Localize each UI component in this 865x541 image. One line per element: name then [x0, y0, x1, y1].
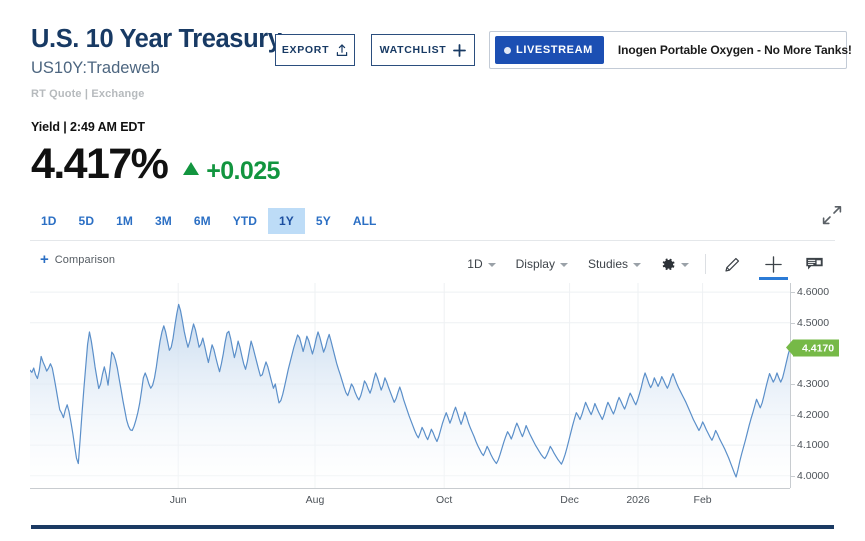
chart-tools: 1D Display Studies: [457, 248, 835, 280]
display-label: Display: [515, 257, 555, 271]
ranges-divider: [30, 240, 835, 241]
watchlist-button[interactable]: WATCHLIST: [371, 34, 475, 66]
news-icon: [805, 256, 824, 272]
interval-dropdown[interactable]: 1D: [457, 248, 505, 280]
expand-arrows-icon: [822, 205, 842, 225]
range-tab-all[interactable]: ALL: [342, 208, 388, 234]
price-change-value: +0.025: [206, 157, 280, 185]
chart-svg: [29, 283, 791, 488]
price-change-group: +0.025: [183, 157, 280, 186]
export-button[interactable]: EXPORT: [275, 34, 355, 66]
pencil-icon: [723, 255, 742, 274]
range-tab-label: 1M: [116, 214, 133, 228]
chart-x-axis: Jun Aug Oct Dec 2026 Feb: [30, 488, 790, 512]
range-tab-ytd[interactable]: YTD: [222, 208, 268, 234]
range-tab-5y[interactable]: 5Y: [305, 208, 342, 234]
instrument-symbol: US10Y:Tradeweb: [31, 59, 160, 77]
range-tab-label: ALL: [352, 214, 377, 228]
expand-chart-button[interactable]: [817, 200, 847, 230]
display-dropdown[interactable]: Display: [506, 248, 578, 280]
upload-icon: [336, 43, 348, 57]
y-axis-tick: 4.6000: [790, 286, 830, 299]
studies-dropdown[interactable]: Studies: [578, 248, 651, 280]
range-tab-1y[interactable]: 1Y: [268, 208, 305, 234]
y-axis-tick: 4.2000: [790, 408, 830, 421]
rt-quote-label: RT Quote | Exchange: [31, 88, 145, 100]
y-axis-tick: 4.5000: [790, 316, 830, 329]
range-tab-label: 3M: [154, 214, 172, 228]
gear-icon: [661, 257, 676, 272]
chart-line: [29, 303, 791, 478]
range-tab-3m[interactable]: 3M: [144, 208, 183, 234]
export-button-label: EXPORT: [281, 44, 330, 56]
quote-summary: Yield | 2:49 AM EDT 4.417% +0.025: [31, 120, 280, 188]
range-tab-label: 5D: [78, 214, 95, 228]
comparison-label: Comparison: [54, 254, 116, 266]
x-axis-tick: Dec: [560, 494, 579, 506]
current-price-tag: 4.4170: [785, 339, 840, 357]
x-axis-tick: Aug: [305, 494, 325, 506]
livestream-headline: Inogen Portable Oxygen - No More Tanks!: [617, 43, 852, 57]
chevron-down-icon: [487, 263, 496, 267]
page-header: U.S. 10 Year Treasury US10Y:Tradeweb RT …: [0, 0, 865, 110]
price-chart[interactable]: 4.6000 4.5000 4.3000 4.2000 4.1000 4.0000 4.41…: [29, 283, 840, 506]
crosshair-tool-button[interactable]: [753, 248, 794, 280]
last-price: 4.417%: [31, 140, 169, 188]
bottom-accent-bar: [31, 525, 834, 529]
add-comparison-button[interactable]: + Comparison: [40, 251, 116, 268]
range-tab-label: YTD: [232, 214, 258, 228]
price-row: 4.417% +0.025: [31, 140, 280, 188]
settings-dropdown[interactable]: [651, 248, 699, 280]
quote-timestamp-label: Yield | 2:49 AM EDT: [31, 120, 145, 134]
range-tab-1d[interactable]: 1D: [30, 208, 68, 234]
x-axis-tick: 2026: [626, 494, 650, 506]
chevron-down-icon: [681, 263, 689, 267]
y-axis-tick: 4.1000: [790, 439, 830, 452]
range-tab-label: 5Y: [315, 214, 331, 228]
x-axis-tick: Feb: [693, 494, 712, 506]
livestream-badge: LIVESTREAM: [495, 36, 604, 64]
y-axis-tick: 4.0000: [790, 469, 830, 482]
toolbar-divider: [705, 254, 706, 274]
range-tab-label: 6M: [193, 214, 211, 228]
range-tab-5d[interactable]: 5D: [68, 208, 106, 234]
triangle-up-icon: [183, 162, 200, 175]
range-tab-6m[interactable]: 6M: [183, 208, 222, 234]
studies-label: Studies: [587, 257, 628, 271]
range-tab-label: 1Y: [279, 214, 294, 228]
range-tabs: 1D 5D 1M 3M 6M YTD 1Y 5Y ALL: [30, 208, 387, 234]
news-tool-button[interactable]: [794, 248, 835, 280]
interval-label: 1D: [467, 257, 483, 271]
x-axis-tick: Oct: [436, 494, 453, 506]
chart-toolbar: + Comparison 1D Display Studies: [30, 248, 835, 280]
record-dot-icon: [504, 46, 511, 54]
chevron-down-icon: [559, 263, 568, 267]
range-tab-1m[interactable]: 1M: [105, 208, 144, 234]
livestream-badge-label: LIVESTREAM: [516, 44, 593, 56]
chart-y-axis: 4.6000 4.5000 4.3000 4.2000 4.1000 4.0000 4.41…: [785, 283, 840, 488]
range-tab-label: 1D: [41, 214, 57, 228]
plus-icon: [453, 43, 467, 57]
page-title: U.S. 10 Year Treasury: [31, 25, 282, 53]
x-axis-tick: Jun: [169, 494, 187, 506]
draw-tool-button[interactable]: [712, 248, 753, 280]
chart-plot[interactable]: [29, 283, 791, 488]
instrument-identity: U.S. 10 Year Treasury US10Y:Tradeweb: [31, 24, 282, 79]
y-axis-tick: 4.3000: [790, 377, 830, 390]
chart-area-fill: [30, 304, 790, 488]
chevron-down-icon: [633, 263, 641, 267]
crosshair-icon: [764, 255, 783, 274]
livestream-banner[interactable]: LIVESTREAM Inogen Portable Oxygen - No M…: [489, 31, 852, 69]
plus-icon: +: [40, 251, 49, 268]
watchlist-button-label: WATCHLIST: [379, 44, 447, 56]
